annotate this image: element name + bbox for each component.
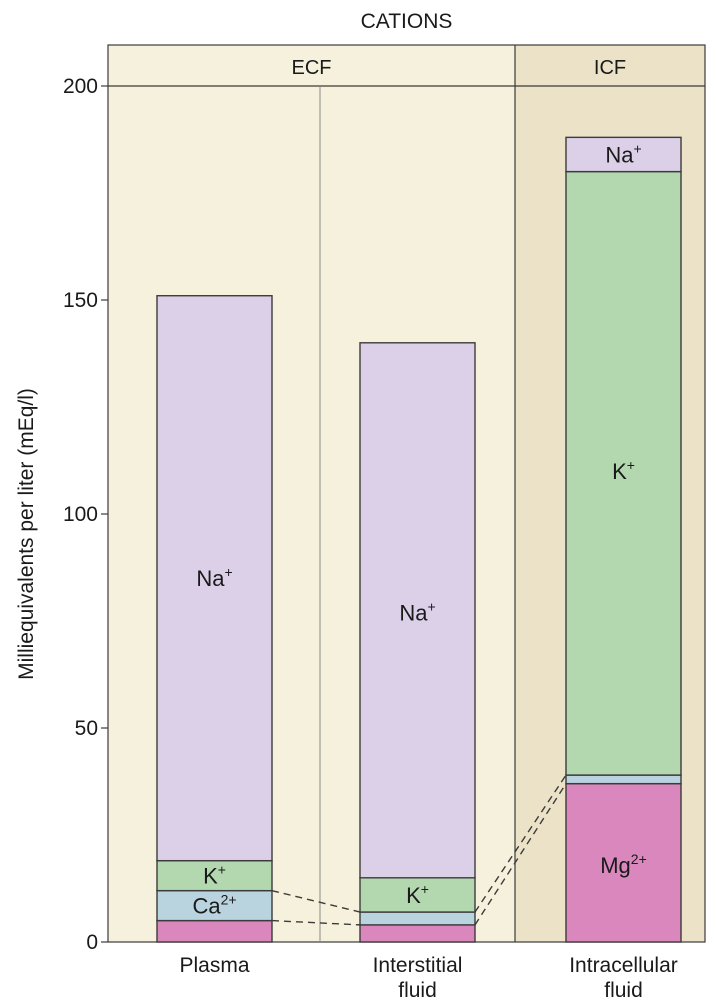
bar-plasma-ca2 <box>156 889 273 922</box>
y-tick-label-0: 0 <box>86 931 98 954</box>
segment-label-interstitial-k: K+ <box>406 881 429 908</box>
bar-intracellular-k <box>565 170 682 776</box>
connector-interstitial-intracellular-ca2 <box>474 774 567 913</box>
connector-interstitial-intracellular-mg2 <box>474 783 567 926</box>
chart-labels: ECF ICF CATIONS Ca2+ K+ Na+ K+ Na+ Mg2+ K+ Na+ Plas… <box>179 10 677 1002</box>
bar-interstitial-k <box>359 877 476 913</box>
y-axis-label: Milliequivalents per liter (mEq/l) <box>15 388 38 680</box>
x-category-label-interstitial: Interstitial <box>373 954 463 977</box>
bar-interstitial-na <box>359 342 476 879</box>
x-category-label-intracellular-line2: fluid <box>604 979 643 1002</box>
bar-intracellular-mg2 <box>565 782 682 943</box>
y-tick-label-50: 50 <box>75 717 98 740</box>
x-category-label-plasma: Plasma <box>179 954 249 977</box>
group-header-icf: ICF <box>594 57 626 79</box>
group-header-ecf: ECF <box>292 57 332 79</box>
y-tick-label-150: 150 <box>63 289 98 312</box>
segment-label-interstitial-na: Na+ <box>399 598 435 625</box>
x-category-label-interstitial-line2: fluid <box>398 979 437 1002</box>
x-category-label-intracellular: Intracellular <box>569 954 678 977</box>
bar-plasma-k <box>156 859 273 892</box>
bar-interstitial-mg2 <box>359 924 476 943</box>
bar-intracellular-ca2 <box>565 774 682 785</box>
y-axis: 0 50 100 150 200 Milliequivalents per liter (… <box>15 75 108 954</box>
segment-label-plasma-k: K+ <box>203 862 226 889</box>
connector-plasma-interstitial-ca2 <box>271 889 361 913</box>
bar-plasma-mg2 <box>156 919 273 943</box>
y-tick-label-100: 100 <box>63 503 98 526</box>
stacked-bars <box>156 136 682 943</box>
segment-label-intracellular-k: K+ <box>612 457 635 484</box>
chart-title: CATIONS <box>361 10 453 33</box>
bar-intracellular-na <box>565 136 682 173</box>
y-tick-label-200: 200 <box>63 75 98 98</box>
segment-label-intracellular-na: Na+ <box>605 140 641 167</box>
segment-label-plasma-ca2: Ca2+ <box>192 892 236 919</box>
segment-label-plasma-na: Na+ <box>196 564 232 591</box>
bar-plasma-na <box>156 295 273 862</box>
bar-interstitial-ca2 <box>359 911 476 926</box>
connector-lines <box>271 774 567 926</box>
segment-label-intracellular-mg2: Mg2+ <box>600 851 647 878</box>
connector-plasma-interstitial-mg2 <box>271 919 361 926</box>
